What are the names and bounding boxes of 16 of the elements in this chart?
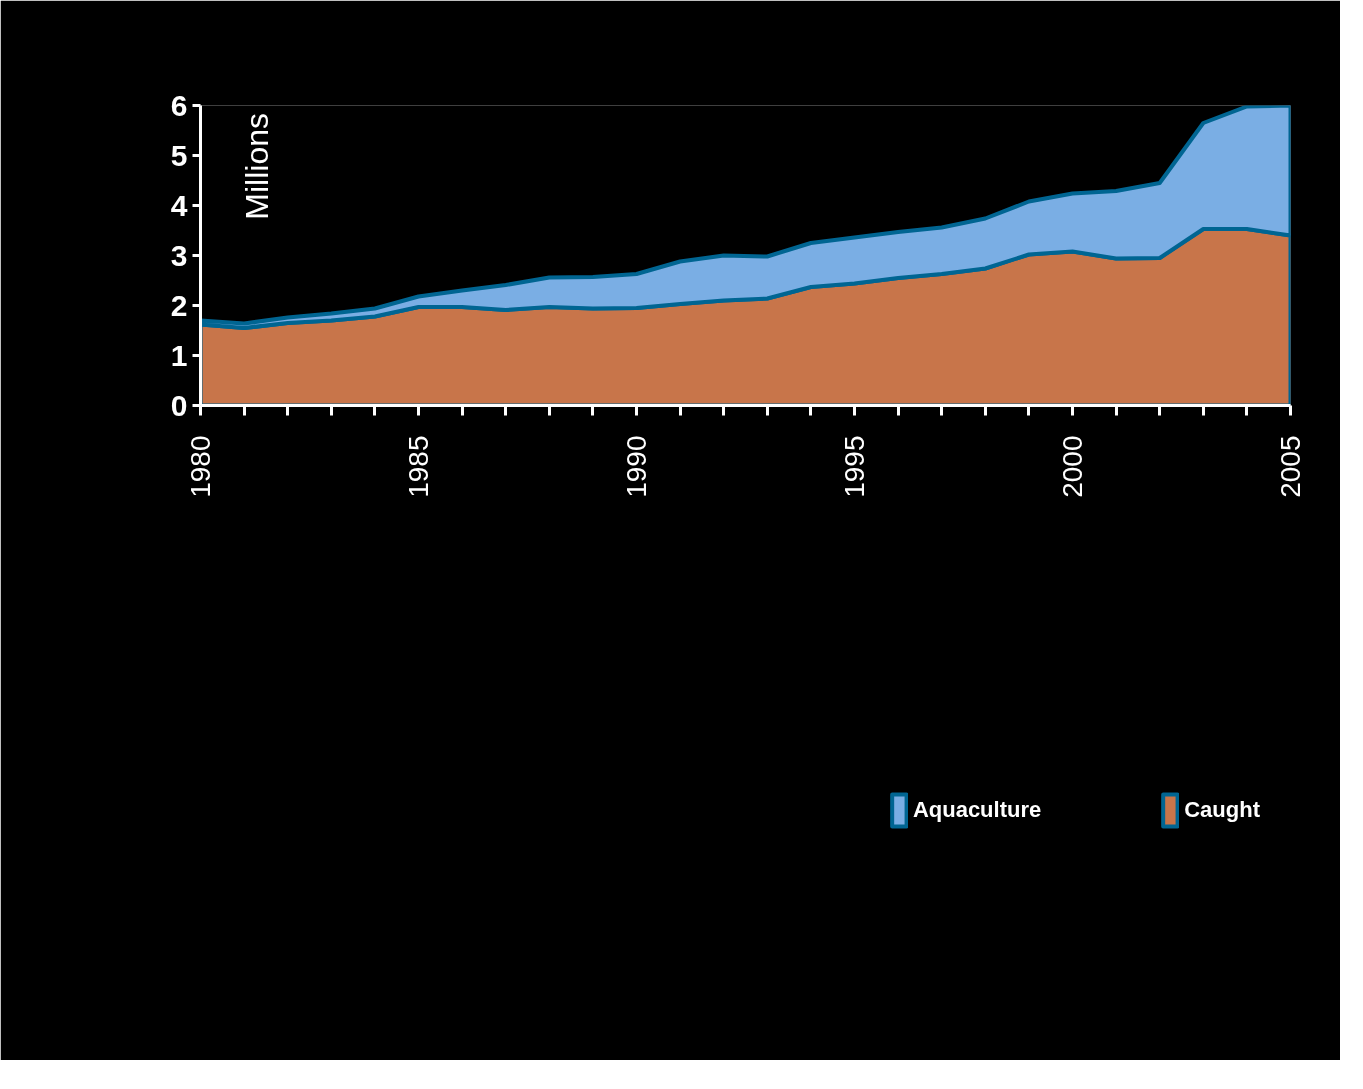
legend-label: Aquaculture [912,797,1042,823]
y-tick-label: 2 [170,288,188,322]
legend-label: Caught [1184,797,1260,823]
y-tick-label: 0 [170,388,188,422]
x-tick-label: 2005 [1275,435,1306,498]
x-tick-label: 1980 [185,435,216,498]
y-tick-label: 1 [170,338,188,372]
x-tick-label: 1990 [621,435,652,498]
x-tick-label: 1995 [839,435,870,498]
y-tick-label: 3 [170,238,188,272]
x-tick-label: 2000 [1057,435,1088,498]
y-tick-label: 5 [170,138,188,172]
y-tick-label: 6 [170,88,188,122]
y-tick-label: 4 [170,188,188,222]
y-axis-title: Millions [239,113,276,220]
x-tick-label: 1985 [403,435,434,498]
